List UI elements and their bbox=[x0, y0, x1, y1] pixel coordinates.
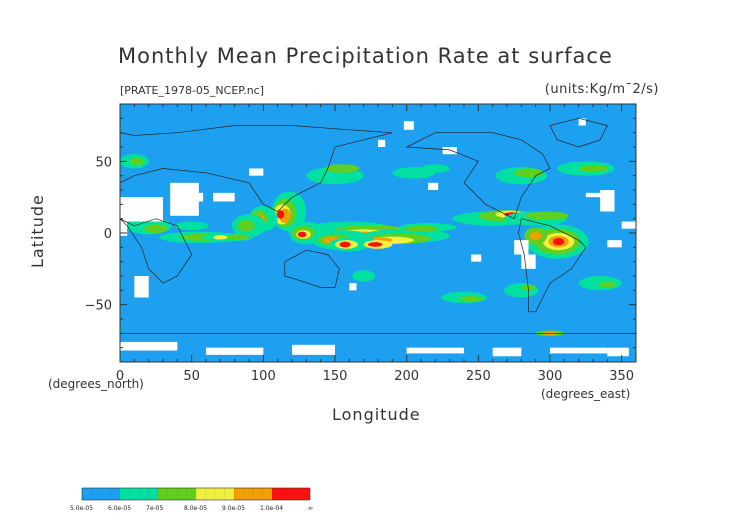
colorbar-swatch bbox=[82, 488, 120, 500]
missing-value-cell bbox=[471, 254, 482, 262]
missing-value-cell bbox=[134, 276, 149, 298]
precip-contour bbox=[504, 283, 539, 298]
missing-value-cell bbox=[403, 121, 414, 130]
units-label: (units:Kg/m¯2/s) bbox=[544, 82, 659, 97]
precip-contour bbox=[339, 241, 351, 248]
precip-contour bbox=[421, 164, 450, 173]
x-tick-label: 300 bbox=[538, 369, 563, 384]
precip-contour bbox=[529, 231, 542, 241]
colorbar-label: 7e-05 bbox=[146, 505, 164, 512]
missing-value-cell bbox=[188, 192, 204, 202]
y-tick-label: 50 bbox=[95, 155, 112, 170]
missing-value-cell bbox=[607, 347, 629, 357]
x-tick-label: 350 bbox=[609, 369, 634, 384]
missing-value-cell bbox=[378, 139, 386, 147]
colorbar-label: 1.0e-04 bbox=[260, 505, 284, 512]
x-axis-label: Longitude bbox=[332, 405, 421, 424]
colorbar-label: 9.0e-05 bbox=[222, 505, 246, 512]
missing-value-cell bbox=[349, 283, 357, 291]
colorbar-frame bbox=[81, 487, 311, 501]
x-tick-label: 50 bbox=[183, 369, 200, 384]
missing-value-cell bbox=[120, 221, 128, 236]
x-tick-label: 250 bbox=[466, 369, 491, 384]
missing-value-cell bbox=[621, 221, 636, 229]
colorbar-swatch bbox=[158, 488, 196, 500]
y-tick-label: 0 bbox=[104, 227, 112, 242]
precip-contour bbox=[514, 168, 543, 178]
precip-contour bbox=[525, 211, 569, 221]
precip-contour bbox=[144, 224, 168, 233]
precip-contour bbox=[324, 164, 360, 173]
missing-value-cell bbox=[550, 347, 608, 354]
coastline bbox=[120, 125, 393, 212]
colorbar-label: 5.0e-05 bbox=[70, 505, 94, 512]
precip-contour bbox=[552, 238, 565, 246]
colorbar-swatch bbox=[196, 488, 234, 500]
x-units-right: (degrees_east) bbox=[541, 387, 631, 401]
missing-value-cell bbox=[406, 347, 464, 354]
source-label: [PRATE_1978-05_NCEP.nc] bbox=[120, 84, 265, 97]
precip-contour bbox=[297, 231, 307, 238]
missing-value-cell bbox=[578, 118, 586, 126]
missing-value-cell bbox=[521, 254, 536, 269]
coastline bbox=[120, 218, 193, 284]
colorbar-label: 8.0e-05 bbox=[184, 505, 208, 512]
precip-contour bbox=[130, 157, 145, 165]
field-layer bbox=[120, 104, 636, 362]
colorbar-label: ∞ bbox=[308, 505, 313, 512]
precip-contour bbox=[578, 164, 608, 173]
x-units-left: (degrees_north) bbox=[48, 377, 144, 391]
chart-title: Monthly Mean Precipitation Rate at surfa… bbox=[118, 44, 613, 68]
precip-contour bbox=[403, 225, 439, 232]
precip-contour bbox=[237, 220, 255, 232]
missing-value-cell bbox=[249, 168, 264, 176]
x-tick-label: 150 bbox=[323, 369, 348, 384]
coastline bbox=[549, 117, 608, 148]
missing-value-cell bbox=[120, 341, 178, 351]
missing-value-cell bbox=[292, 344, 335, 355]
colorbar-swatch bbox=[120, 488, 158, 500]
precip-contour bbox=[598, 281, 616, 288]
missing-value-cell bbox=[514, 240, 529, 255]
missing-value-cell bbox=[206, 347, 264, 355]
coastline bbox=[405, 132, 551, 220]
missing-value-cell bbox=[600, 190, 615, 212]
precip-contour bbox=[352, 270, 376, 282]
colorbar-swatch bbox=[272, 488, 310, 500]
missing-value-cell bbox=[120, 197, 163, 222]
colorbar-swatch bbox=[234, 488, 272, 500]
x-tick-label: 100 bbox=[251, 369, 276, 384]
missing-value-cell bbox=[442, 147, 457, 155]
precip-contour bbox=[459, 296, 483, 302]
precip-contour bbox=[367, 242, 383, 247]
missing-value-cell bbox=[607, 240, 622, 248]
x-tick-label: 200 bbox=[394, 369, 419, 384]
missing-value-cell bbox=[213, 192, 235, 202]
coastline bbox=[284, 249, 340, 288]
missing-value-cell bbox=[585, 192, 608, 198]
precip-contour bbox=[226, 234, 250, 241]
missing-value-cell bbox=[428, 182, 439, 190]
y-tick-label: −50 bbox=[85, 299, 112, 314]
precip-contour bbox=[276, 210, 285, 219]
missing-value-cell bbox=[492, 347, 522, 357]
precip-contour bbox=[174, 221, 209, 231]
x-tick-label: 0 bbox=[116, 369, 124, 384]
precip-contour bbox=[213, 235, 228, 240]
y-axis-label: Latitude bbox=[28, 194, 47, 268]
coastline bbox=[518, 218, 587, 313]
colorbar-label: 6.0e-05 bbox=[108, 505, 132, 512]
